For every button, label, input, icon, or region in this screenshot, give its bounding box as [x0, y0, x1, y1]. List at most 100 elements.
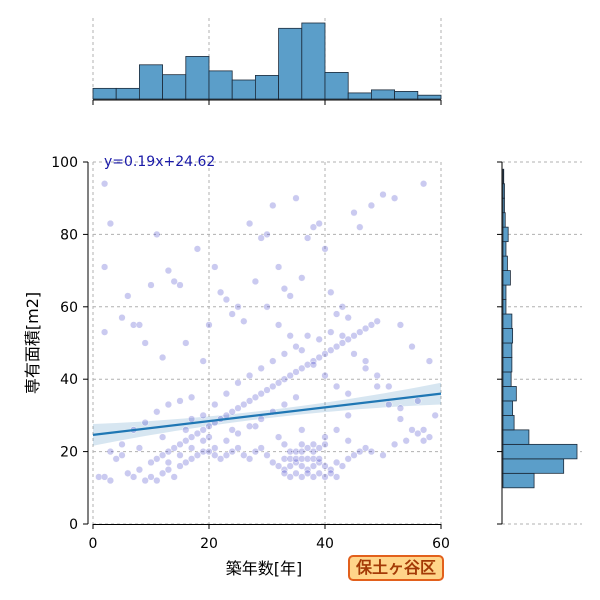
data-point: [199, 357, 207, 365]
data-point: [158, 353, 167, 362]
data-point: [309, 361, 318, 369]
x-histogram: [92, 22, 442, 105]
data-point: [182, 339, 190, 347]
data-point: [129, 321, 138, 329]
data-point: [240, 317, 248, 325]
y-tick-label: 40: [60, 372, 78, 388]
data-point: [303, 444, 312, 452]
data-point: [431, 411, 439, 420]
data-point: [315, 469, 323, 477]
x-axis-label: 築年数[年]: [226, 559, 303, 578]
scatter-points: [95, 180, 439, 485]
data-point: [280, 350, 289, 358]
data-point: [338, 339, 347, 347]
data-point: [193, 451, 202, 459]
data-point: [303, 332, 312, 340]
data-point: [298, 447, 306, 456]
data-point: [361, 357, 370, 365]
data-point: [280, 285, 289, 293]
data-point: [327, 346, 335, 354]
data-point: [298, 364, 306, 372]
data-point: [257, 364, 265, 372]
x-tick-label: 60: [432, 536, 450, 552]
data-point: [425, 357, 434, 365]
data-point: [338, 303, 347, 311]
data-point: [182, 437, 190, 445]
data-point: [199, 411, 207, 420]
data-point: [118, 440, 126, 449]
data-point: [135, 466, 144, 474]
data-point: [350, 451, 358, 459]
data-point: [274, 433, 283, 441]
data-point: [269, 458, 277, 467]
x-histogram-bar: [254, 75, 279, 100]
data-point: [269, 357, 277, 365]
data-point: [356, 328, 364, 336]
data-point: [164, 400, 173, 409]
data-point: [228, 426, 236, 434]
y-histogram-bar: [502, 226, 509, 243]
data-point: [379, 451, 387, 459]
y-histogram-bar: [502, 472, 535, 489]
data-point: [164, 466, 173, 474]
data-point: [245, 422, 254, 430]
data-point: [158, 433, 167, 441]
data-point: [367, 201, 376, 210]
y-histogram-bar: [502, 299, 507, 315]
data-point: [240, 451, 248, 459]
data-point: [205, 433, 213, 441]
data-point: [298, 426, 306, 434]
data-point: [118, 314, 126, 322]
data-point: [205, 321, 213, 329]
x-tick-label: 0: [89, 536, 98, 552]
x-histogram-bar: [138, 64, 163, 100]
data-point: [390, 194, 399, 202]
y-histogram-bar: [502, 357, 513, 373]
data-point: [95, 473, 103, 481]
data-point: [274, 379, 283, 387]
data-point: [309, 223, 318, 231]
y-histogram-bar: [502, 429, 530, 445]
data-point: [205, 447, 213, 456]
data-point: [164, 266, 173, 275]
data-point: [321, 473, 329, 481]
data-point: [315, 444, 323, 452]
data-point: [124, 469, 132, 477]
data-point: [187, 433, 196, 441]
x-histogram-bar: [231, 79, 256, 100]
data-point: [286, 473, 294, 481]
data-point: [327, 328, 335, 336]
data-point: [356, 447, 364, 456]
ward-badge: 保土ヶ谷区: [348, 555, 444, 581]
data-point: [286, 371, 294, 380]
data-point: [350, 350, 358, 358]
data-point: [106, 219, 115, 228]
data-point: [118, 451, 126, 459]
data-point: [292, 469, 300, 477]
data-point: [263, 386, 271, 394]
data-point: [361, 444, 370, 452]
data-point: [309, 462, 318, 470]
data-point: [321, 350, 329, 358]
data-point: [321, 433, 329, 441]
data-point: [327, 288, 335, 296]
data-point: [263, 451, 271, 459]
data-point: [327, 469, 335, 477]
data-point: [211, 451, 219, 459]
data-point: [361, 324, 370, 333]
data-point: [176, 462, 184, 470]
data-point: [332, 458, 341, 467]
data-point: [187, 455, 196, 463]
data-point: [269, 201, 277, 210]
data-point: [280, 440, 289, 449]
data-point: [292, 393, 300, 401]
data-point: [367, 321, 376, 329]
y-histogram-bar: [502, 197, 505, 214]
data-point: [100, 328, 109, 336]
data-point: [286, 462, 294, 470]
y-tick-label: 20: [60, 445, 78, 461]
data-point: [385, 382, 393, 391]
data-point: [274, 321, 283, 329]
data-point: [332, 342, 341, 351]
data-point: [187, 415, 196, 423]
